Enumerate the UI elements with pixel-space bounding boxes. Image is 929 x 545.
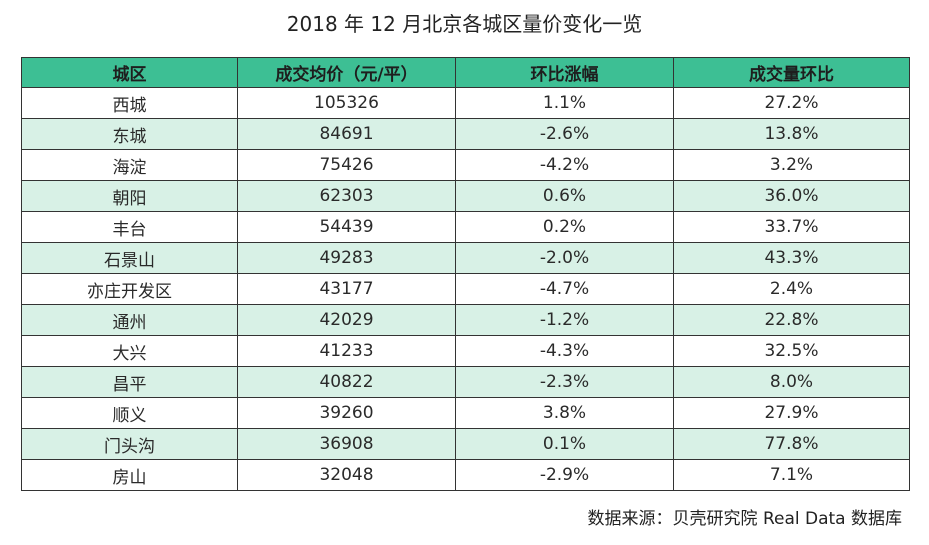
cell-avg-price: 41233 [237, 335, 456, 367]
cell-price-mom: -2.9% [455, 459, 674, 491]
table-row: 房山 32048 -2.9% 7.1% [21, 459, 910, 491]
table-row: 东城 84691 -2.6% 13.8% [21, 118, 910, 150]
cell-district: 朝阳 [21, 180, 238, 212]
cell-district: 西城 [21, 87, 238, 119]
cell-avg-price: 32048 [237, 459, 456, 491]
cell-price-mom: 3.8% [455, 397, 674, 429]
cell-price-mom: 0.2% [455, 211, 674, 243]
cell-district: 昌平 [21, 366, 238, 398]
header-row: 城区 成交均价（元/平） 环比涨幅 成交量环比 [21, 57, 910, 88]
cell-district: 房山 [21, 459, 238, 491]
cell-volume-mom: 27.9% [673, 397, 910, 429]
cell-avg-price: 62303 [237, 180, 456, 212]
cell-district: 门头沟 [21, 428, 238, 460]
cell-avg-price: 42029 [237, 304, 456, 336]
cell-price-mom: -4.2% [455, 149, 674, 181]
table-row: 朝阳 62303 0.6% 36.0% [21, 180, 910, 212]
price-volume-table: 城区 成交均价（元/平） 环比涨幅 成交量环比 西城 105326 1.1% 27.2… [21, 57, 910, 491]
cell-avg-price: 105326 [237, 87, 456, 119]
table-row: 通州 42029 -1.2% 22.8% [21, 304, 910, 336]
cell-volume-mom: 13.8% [673, 118, 910, 150]
cell-price-mom: 1.1% [455, 87, 674, 119]
cell-price-mom: -4.7% [455, 273, 674, 305]
cell-price-mom: -4.3% [455, 335, 674, 367]
header-avg-price: 成交均价（元/平） [237, 57, 456, 88]
table-row: 西城 105326 1.1% 27.2% [21, 87, 910, 119]
table-row: 亦庄开发区 43177 -4.7% 2.4% [21, 273, 910, 305]
header-volume-mom: 成交量环比 [673, 57, 910, 88]
cell-price-mom: 0.1% [455, 428, 674, 460]
header-district: 城区 [21, 57, 238, 88]
cell-volume-mom: 3.2% [673, 149, 910, 181]
cell-district: 石景山 [21, 242, 238, 274]
cell-avg-price: 39260 [237, 397, 456, 429]
cell-volume-mom: 43.3% [673, 242, 910, 274]
source-note: 数据来源：贝壳研究院 Real Data 数据库 [587, 509, 902, 529]
cell-price-mom: -2.0% [455, 242, 674, 274]
cell-volume-mom: 36.0% [673, 180, 910, 212]
cell-district: 顺义 [21, 397, 238, 429]
table-row: 石景山 49283 -2.0% 43.3% [21, 242, 910, 274]
cell-price-mom: 0.6% [455, 180, 674, 212]
cell-volume-mom: 7.1% [673, 459, 910, 491]
cell-district: 海淀 [21, 149, 238, 181]
header-price-mom: 环比涨幅 [455, 57, 674, 88]
table-row: 丰台 54439 0.2% 33.7% [21, 211, 910, 243]
cell-avg-price: 54439 [237, 211, 456, 243]
cell-volume-mom: 22.8% [673, 304, 910, 336]
table-row: 昌平 40822 -2.3% 8.0% [21, 366, 910, 398]
cell-avg-price: 40822 [237, 366, 456, 398]
cell-avg-price: 75426 [237, 149, 456, 181]
table-header: 城区 成交均价（元/平） 环比涨幅 成交量环比 [21, 57, 910, 88]
table-body: 西城 105326 1.1% 27.2% 东城 84691 -2.6% 13.8% 海淀 7542… [21, 87, 910, 491]
cell-avg-price: 84691 [237, 118, 456, 150]
cell-district: 亦庄开发区 [21, 273, 238, 305]
cell-district: 丰台 [21, 211, 238, 243]
cell-price-mom: -1.2% [455, 304, 674, 336]
table-row: 海淀 75426 -4.2% 3.2% [21, 149, 910, 181]
table-row: 顺义 39260 3.8% 27.9% [21, 397, 910, 429]
page-title: 2018 年 12 月北京各城区量价变化一览 [286, 12, 643, 36]
cell-avg-price: 49283 [237, 242, 456, 274]
table-row: 门头沟 36908 0.1% 77.8% [21, 428, 910, 460]
cell-volume-mom: 32.5% [673, 335, 910, 367]
cell-volume-mom: 2.4% [673, 273, 910, 305]
cell-price-mom: -2.3% [455, 366, 674, 398]
cell-district: 东城 [21, 118, 238, 150]
cell-volume-mom: 77.8% [673, 428, 910, 460]
cell-avg-price: 43177 [237, 273, 456, 305]
cell-price-mom: -2.6% [455, 118, 674, 150]
cell-volume-mom: 33.7% [673, 211, 910, 243]
cell-avg-price: 36908 [237, 428, 456, 460]
cell-district: 通州 [21, 304, 238, 336]
cell-volume-mom: 8.0% [673, 366, 910, 398]
table-row: 大兴 41233 -4.3% 32.5% [21, 335, 910, 367]
cell-volume-mom: 27.2% [673, 87, 910, 119]
cell-district: 大兴 [21, 335, 238, 367]
